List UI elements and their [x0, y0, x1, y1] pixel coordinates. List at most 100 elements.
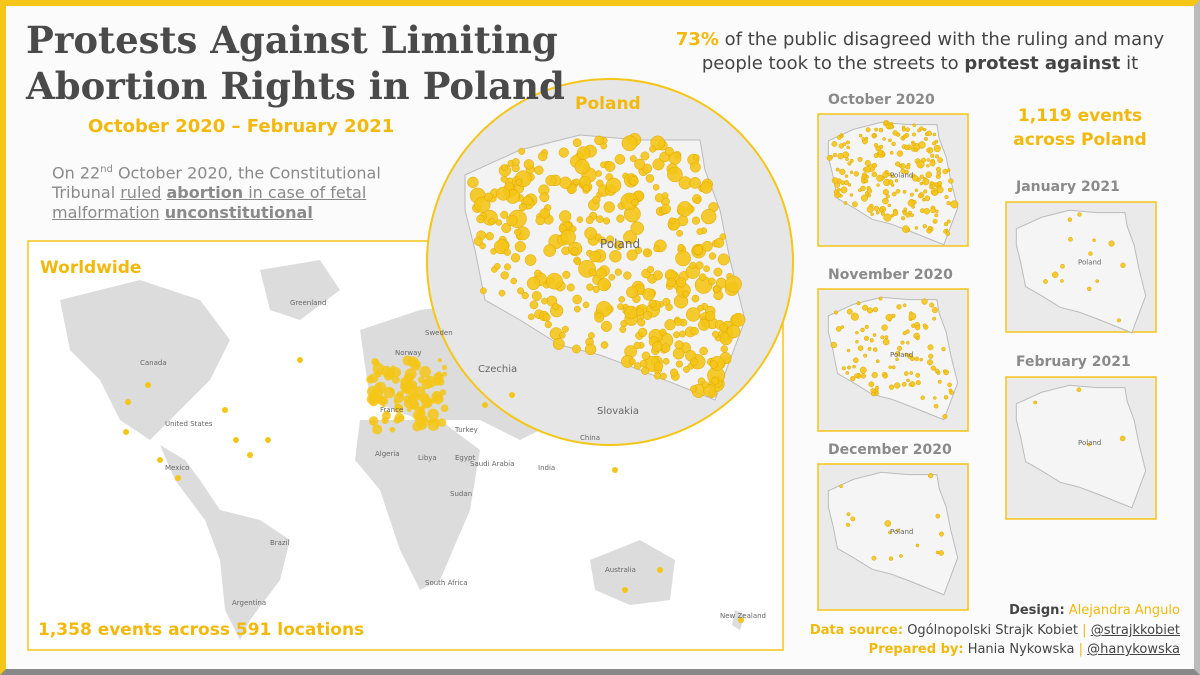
- event-dot: [623, 230, 638, 245]
- event-dot: [1060, 279, 1064, 283]
- event-dot: [929, 302, 935, 308]
- title-line: Protests Against Limiting: [26, 18, 558, 62]
- event-dot: [840, 186, 848, 194]
- event-dot: [653, 245, 661, 253]
- event-dot: [584, 343, 597, 356]
- event-dot: [867, 346, 872, 351]
- event-dot: [915, 372, 921, 378]
- event-dot: [919, 357, 924, 362]
- event-dot: [701, 240, 713, 252]
- event-dot: [839, 168, 846, 175]
- event-dot: [908, 312, 917, 321]
- event-dot: [872, 333, 877, 337]
- event-dot: [543, 244, 557, 257]
- map-label: Norway: [395, 349, 422, 357]
- headline-percent: 73%: [675, 29, 719, 50]
- map-label: United States: [165, 420, 213, 428]
- map-label: Poland: [890, 528, 913, 536]
- event-dot: [572, 294, 582, 305]
- event-dot: [689, 261, 697, 269]
- event-dot: [826, 155, 833, 161]
- event-dot: [596, 215, 604, 224]
- event-dot: [901, 216, 906, 221]
- event-dot: [920, 395, 925, 400]
- event-dot: [381, 418, 386, 423]
- event-dot: [531, 291, 542, 301]
- event-dot: [600, 142, 608, 150]
- event-dot: [857, 345, 864, 352]
- event-dot: [882, 197, 889, 205]
- zoom-label: Poland: [575, 94, 641, 114]
- event-dot: [928, 473, 934, 479]
- event-dot: [897, 345, 903, 351]
- event-dot: [676, 277, 687, 288]
- event-dot: [855, 330, 859, 335]
- event-dot: [1033, 400, 1038, 405]
- event-dot: [1087, 442, 1091, 447]
- event-dot: [911, 205, 915, 209]
- map-label: New Zealand: [720, 612, 766, 620]
- event-dot: [855, 340, 859, 344]
- event-dot: [887, 172, 892, 177]
- event-dot: [685, 307, 701, 322]
- event-dot: [929, 185, 933, 190]
- event-dot: [542, 313, 551, 322]
- event-dot: [846, 308, 853, 315]
- event-dot: [595, 267, 607, 279]
- event-dot: [896, 150, 904, 157]
- event-dot: [861, 176, 865, 181]
- event-dot: [538, 151, 548, 162]
- event-dot: [222, 407, 228, 413]
- event-dot: [633, 341, 641, 350]
- event-dot: [947, 187, 953, 193]
- event-dot: [871, 171, 878, 178]
- event-dot: [905, 329, 910, 334]
- event-dot: [852, 201, 858, 208]
- event-dot: [1060, 263, 1065, 269]
- event-dot: [880, 211, 885, 216]
- event-dot: [1077, 212, 1082, 217]
- event-dot: [915, 380, 921, 386]
- event-dot: [571, 344, 581, 354]
- event-dot: [942, 413, 948, 420]
- event-dot: [891, 191, 897, 197]
- event-dot: [495, 219, 503, 226]
- event-dot: [930, 153, 935, 158]
- event-dot: [661, 204, 671, 215]
- event-dot: [372, 363, 385, 375]
- event-dot: [641, 351, 651, 361]
- event-dot: [524, 254, 537, 266]
- event-dot: [368, 373, 379, 384]
- event-dot: [705, 311, 716, 322]
- event-dot: [700, 208, 717, 225]
- event-dot: [854, 373, 859, 378]
- event-dot: [840, 180, 845, 185]
- event-dot: [416, 414, 423, 422]
- event-dot: [473, 236, 483, 246]
- event-dot: [878, 207, 884, 213]
- event-dot: [842, 142, 847, 147]
- event-dot: [606, 235, 615, 244]
- event-dot: [592, 285, 600, 293]
- event-dot: [922, 127, 927, 132]
- map-label: Poland: [1078, 439, 1101, 447]
- event-dot: [885, 194, 890, 199]
- event-dot: [552, 338, 565, 350]
- event-dot: [612, 467, 618, 473]
- event-dot: [726, 324, 741, 339]
- event-dot: [849, 193, 854, 197]
- event-dot: [933, 396, 937, 400]
- event-dot: [696, 228, 704, 235]
- event-dot: [412, 421, 422, 432]
- event-dot: [882, 137, 886, 141]
- event-dot: [389, 426, 396, 433]
- map-label: Poland: [600, 237, 640, 251]
- event-dot: [711, 376, 720, 385]
- event-dot: [665, 146, 674, 156]
- event-dot: [713, 267, 723, 277]
- poland-shape: [1015, 384, 1147, 509]
- event-dot: [875, 210, 880, 215]
- event-dot: [860, 327, 865, 333]
- event-dot: [595, 170, 602, 177]
- event-dot: [1076, 387, 1082, 393]
